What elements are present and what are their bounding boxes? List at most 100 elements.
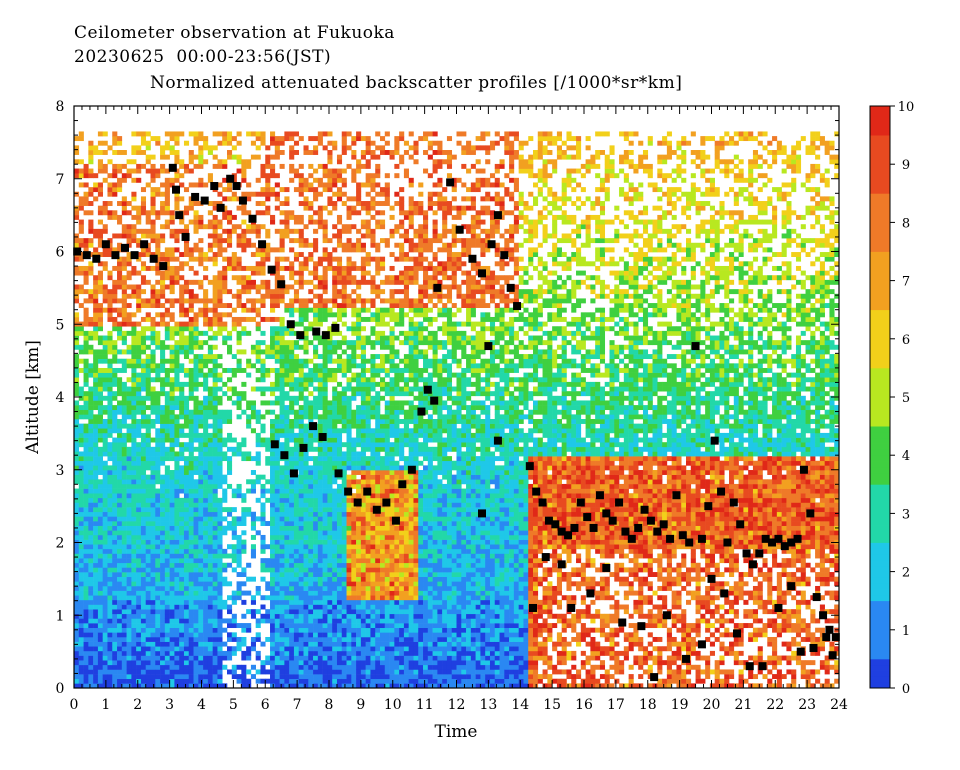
heatmap-cell [284,423,290,429]
heatmap-cell [145,683,151,689]
heatmap-cell [83,335,89,341]
heatmap-cell [131,572,137,577]
heatmap-cell [198,539,204,545]
heatmap-cell [303,145,309,151]
heatmap-cell [188,460,194,466]
heatmap-cell [145,488,151,494]
heatmap-cell [160,460,166,466]
heatmap-cell [250,316,256,322]
heatmap-cell [322,604,328,610]
heatmap-cell [183,298,190,304]
heatmap-cell [145,391,151,397]
heatmap-cell [155,344,161,350]
heatmap-cell [327,534,333,540]
heatmap-cell [169,660,175,666]
heatmap-cell [193,521,199,526]
heatmap-cell [117,460,123,466]
heatmap-cell [88,553,94,559]
heatmap-cell [241,636,247,642]
heatmap-cell [160,437,166,443]
heatmap-cell [193,683,199,689]
heatmap-cell [227,521,233,526]
heatmap-cell [188,636,194,642]
heatmap-cell [203,395,209,401]
heatmap-cell [174,539,180,545]
heatmap-cell [160,367,166,373]
heatmap-cell [222,284,228,290]
heatmap-cell [227,150,233,155]
heatmap-cell [112,497,118,503]
heatmap-cell [265,460,271,466]
heatmap-cell [289,493,295,499]
heatmap-cell [164,655,170,661]
heatmap-cell [145,595,151,601]
heatmap-cell [255,432,261,438]
heatmap-cell [212,358,218,364]
heatmap-cell [265,437,271,443]
heatmap-cell [78,219,84,225]
heatmap-cell [145,154,151,160]
heatmap-cell [289,330,295,336]
heatmap-cell [150,326,156,332]
heatmap-cell [308,604,314,610]
heatmap-cell [145,678,151,684]
heatmap-cell [183,534,190,540]
heatmap-cell [160,683,166,689]
heatmap-cell [308,539,314,545]
heatmap-cell [140,330,147,336]
heatmap-cell [332,618,338,624]
heatmap-cell [140,576,147,582]
heatmap-cell [145,456,151,462]
heatmap-cell [284,289,290,295]
heatmap-cell [317,539,323,545]
heatmap-cell [74,562,80,568]
heatmap-cell [74,502,80,508]
heatmap-cell [212,219,218,225]
heatmap-cell [183,507,190,513]
heatmap-cell [93,354,99,360]
heatmap-cell [140,442,147,448]
heatmap-cell [317,572,323,577]
heatmap-cell [317,636,323,642]
heatmap-cell [308,252,314,257]
heatmap-cell [97,534,103,540]
heatmap-cell [93,470,99,475]
heatmap-cell [270,502,276,508]
heatmap-cell [203,456,209,462]
heatmap-cell [160,544,166,550]
heatmap-cell [227,256,233,262]
heatmap-cell [83,674,89,680]
heatmap-cell [332,284,338,290]
heatmap-cell [117,511,123,517]
heatmap-cell [270,488,276,494]
heatmap-cell [193,423,199,429]
heatmap-cell [150,664,156,670]
heatmap-cell [97,683,103,689]
heatmap-cell [112,576,118,582]
heatmap-cell [169,284,175,290]
heatmap-cell [102,678,108,684]
heatmap-cell [131,354,137,360]
heatmap-cell [193,636,199,642]
heatmap-cell [198,284,204,290]
heatmap-cell [150,395,156,401]
heatmap-cell [212,595,218,601]
heatmap-cell [341,627,347,633]
heatmap-cell [231,136,237,142]
heatmap-cell [140,609,147,615]
heatmap-cell [93,145,99,151]
heatmap-cell [198,521,204,526]
heatmap-cell [279,641,285,647]
heatmap-cell [179,572,185,577]
heatmap-cell [74,456,80,462]
heatmap-cell [260,349,266,355]
heatmap-cell [270,131,276,137]
heatmap-cell [179,636,185,642]
heatmap-cell [102,428,108,434]
heatmap-cell [250,131,256,137]
heatmap-cell [174,233,180,239]
heatmap-cell [198,344,204,350]
heatmap-cell [217,442,223,448]
heatmap-cell [169,674,175,680]
heatmap-cell [308,400,314,406]
